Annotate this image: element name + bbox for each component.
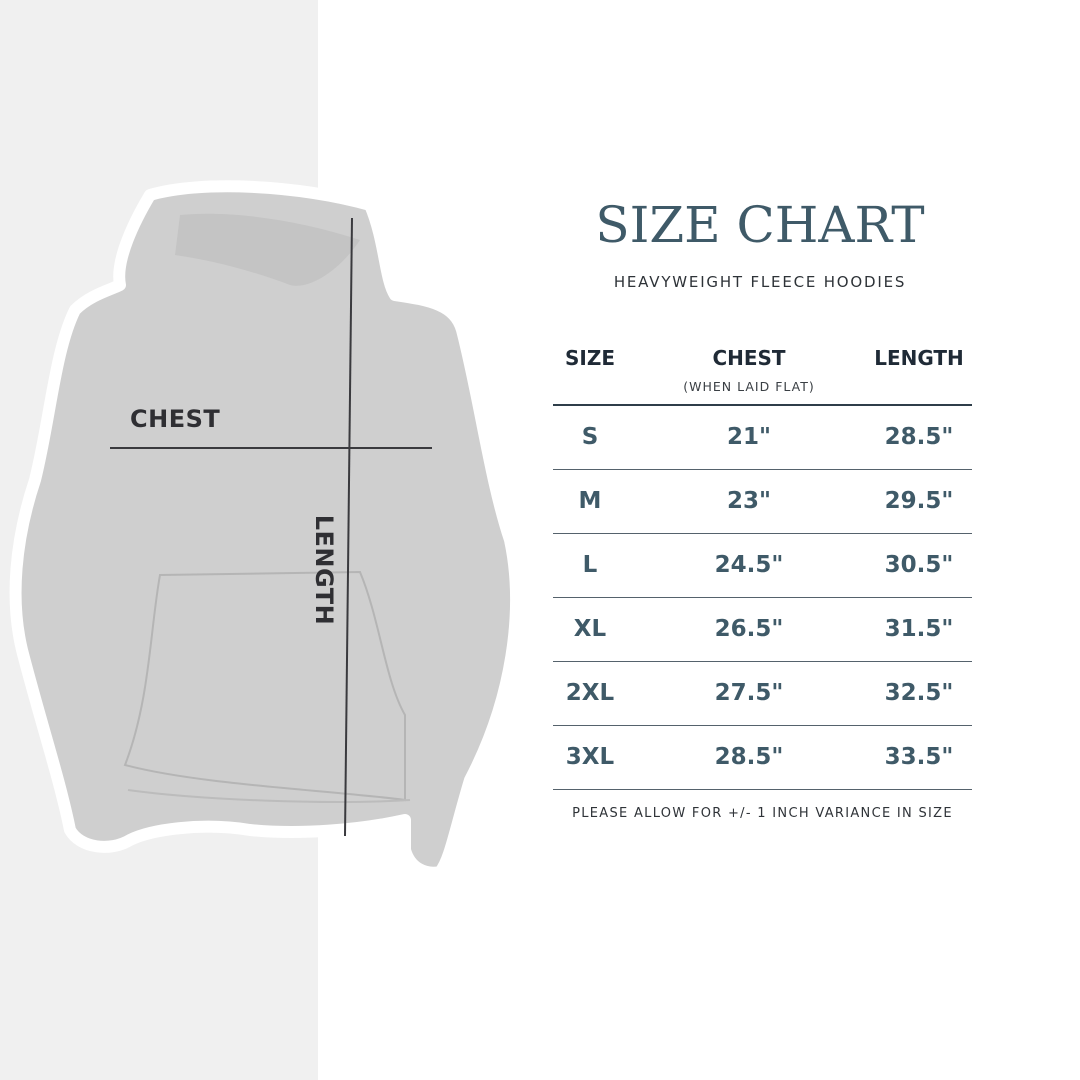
cell-length: 30.5" xyxy=(884,552,954,578)
cell-length: 28.5" xyxy=(884,424,954,450)
pocket xyxy=(123,570,406,802)
cell-chest: 24.5" xyxy=(714,552,784,578)
hoodie-outline xyxy=(9,180,522,879)
header-length: LENGTH xyxy=(874,346,964,370)
cell-length: 29.5" xyxy=(884,488,954,514)
header-chest-note: (WHEN LAID FLAT) xyxy=(683,379,815,394)
cell-length: 32.5" xyxy=(884,680,954,706)
table-row: S 21" 28.5" xyxy=(553,406,972,470)
cell-chest: 23" xyxy=(727,488,771,514)
page-title: SIZE CHART xyxy=(595,196,925,254)
cell-size: L xyxy=(582,552,598,578)
header-chest: CHEST xyxy=(712,346,786,370)
page-subtitle: HEAVYWEIGHT FLEECE HOODIES xyxy=(613,273,907,291)
variance-footnote: PLEASE ALLOW FOR +/- 1 INCH VARIANCE IN … xyxy=(572,806,953,821)
cell-size: S xyxy=(581,424,599,450)
chest-label: CHEST xyxy=(130,405,221,433)
table-row: M 23" 29.5" xyxy=(553,470,972,534)
hood-inner xyxy=(175,213,360,286)
cell-length: 31.5" xyxy=(884,616,954,642)
header-size: SIZE xyxy=(564,346,615,370)
table-row: XL 26.5" 31.5" xyxy=(553,598,972,662)
cell-size: M xyxy=(578,488,602,514)
cell-chest: 21" xyxy=(727,424,771,450)
cell-chest: 27.5" xyxy=(714,680,784,706)
cell-size: 2XL xyxy=(565,680,615,706)
table-row: 2XL 27.5" 32.5" xyxy=(553,662,972,726)
cell-length: 33.5" xyxy=(884,744,954,770)
hoodie-image xyxy=(9,180,522,879)
cell-size: XL xyxy=(573,616,607,642)
cell-size: 3XL xyxy=(565,744,615,770)
cell-chest: 28.5" xyxy=(714,744,784,770)
waistband xyxy=(127,789,411,803)
table-row: 3XL 28.5" 33.5" xyxy=(553,726,972,790)
table-header: SIZE CHEST (WHEN LAID FLAT) LENGTH xyxy=(553,340,972,406)
cell-chest: 26.5" xyxy=(714,616,784,642)
length-measure-line xyxy=(344,217,353,837)
table-row: L 24.5" 30.5" xyxy=(553,534,972,598)
size-table: SIZE CHEST (WHEN LAID FLAT) LENGTH S 21"… xyxy=(553,340,972,790)
length-label: LENGTH xyxy=(310,514,338,626)
